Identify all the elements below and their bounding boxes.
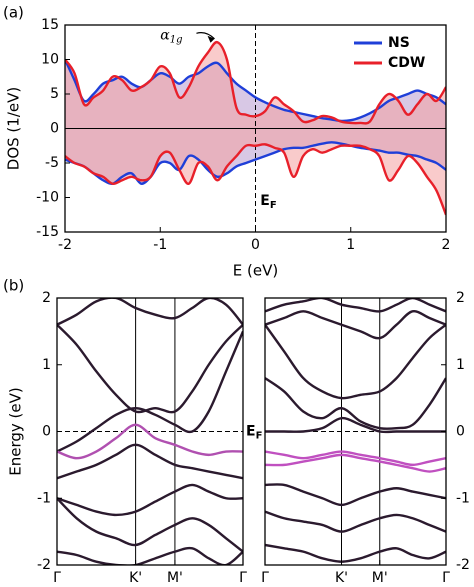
band — [265, 450, 446, 467]
y-tick-label: -1 — [37, 490, 51, 506]
y-tick-label: 5 — [50, 86, 59, 102]
plot-area — [65, 25, 446, 232]
x-tick-label: -1 — [153, 237, 167, 253]
y-tick-label: 2 — [42, 290, 51, 306]
band — [57, 443, 243, 480]
y-axis-label: DOS (1/eV) — [5, 87, 23, 170]
band — [57, 298, 243, 326]
band — [265, 510, 446, 533]
dos-line — [65, 143, 446, 216]
y-tick-label: 2 — [456, 290, 465, 306]
annotation-arrowhead — [207, 35, 215, 43]
y-tick-label: -2 — [37, 557, 51, 573]
x-tick-label: K' — [335, 570, 348, 586]
x-tick-label: Γ — [239, 570, 247, 586]
x-tick-label: Γ — [442, 570, 450, 586]
x-tick-label: K' — [129, 570, 142, 586]
panel-label: (b) — [3, 277, 24, 295]
ef-label: EF — [260, 193, 276, 211]
x-tick-label: 2 — [442, 237, 451, 253]
y-tick-label: -5 — [45, 155, 59, 171]
x-tick-label: Γ — [261, 570, 269, 586]
y-tick-label: 15 — [41, 17, 59, 33]
band — [57, 423, 243, 460]
band — [265, 298, 446, 313]
dos-fill — [65, 42, 446, 129]
y-tick-label: -10 — [36, 190, 59, 206]
y-tick-label: 0 — [456, 424, 465, 440]
dos-line — [65, 141, 446, 185]
annotation: α1g — [160, 27, 182, 45]
band — [265, 310, 446, 340]
x-axis-label: E (eV) — [233, 262, 278, 280]
y-tick-label: -2 — [456, 557, 470, 573]
ef-label-sub: F — [270, 200, 277, 211]
annotation-main: α — [160, 27, 170, 43]
band — [265, 543, 446, 563]
dos-line — [65, 41, 446, 125]
ef-label-sub: F — [256, 431, 263, 442]
y-axis-label: Energy (eV) — [7, 387, 25, 475]
x-tick-label: 1 — [346, 237, 355, 253]
annotation-sub: 1g — [170, 34, 183, 45]
dos-line — [65, 58, 446, 123]
band — [57, 323, 243, 414]
panel-label: (a) — [3, 4, 24, 22]
band — [265, 323, 446, 400]
ef-label-main: E — [246, 424, 256, 440]
band — [57, 546, 243, 565]
x-tick-label: Γ — [53, 570, 61, 586]
y-tick-label: -15 — [36, 224, 59, 240]
band — [265, 377, 446, 430]
y-tick-label: -1 — [456, 490, 470, 506]
x-tick-label: -2 — [58, 237, 72, 253]
plot-area — [265, 298, 446, 565]
y-tick-label: 0 — [50, 121, 59, 137]
ef-label: EF — [246, 424, 262, 442]
legend-label: CDW — [388, 55, 425, 71]
y-tick-label: 10 — [41, 52, 59, 68]
band — [265, 416, 446, 434]
x-tick-label: M' — [167, 570, 183, 586]
y-tick-label: 1 — [456, 357, 465, 373]
x-tick-label: M' — [372, 570, 388, 586]
band — [265, 483, 446, 507]
dos-fill — [65, 128, 446, 215]
band — [57, 497, 243, 553]
y-tick-label: 1 — [42, 357, 51, 373]
plot-area — [57, 298, 243, 565]
legend-label: NS — [388, 35, 410, 51]
band — [57, 330, 243, 453]
band — [57, 483, 243, 517]
y-tick-label: 0 — [42, 424, 51, 440]
band — [265, 453, 446, 473]
annotation-arrow — [196, 31, 215, 40]
ef-label-main: E — [260, 193, 270, 209]
x-tick-label: 0 — [251, 237, 260, 253]
